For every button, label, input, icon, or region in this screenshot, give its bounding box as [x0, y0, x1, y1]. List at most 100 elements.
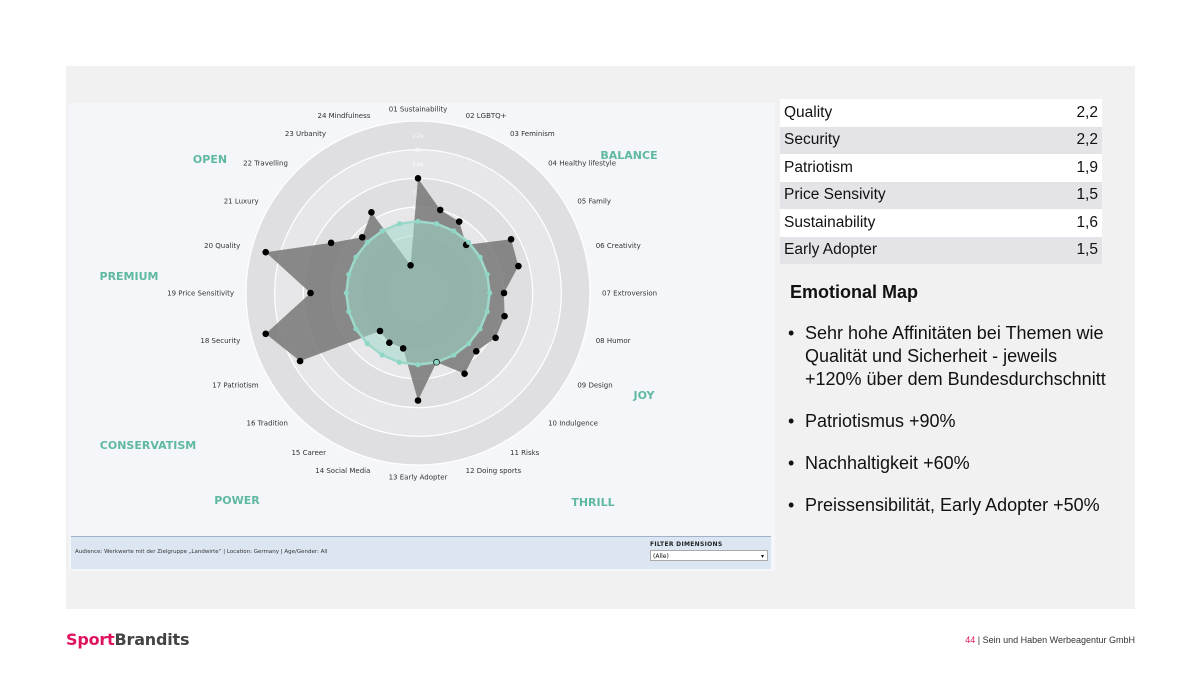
series-point	[358, 233, 366, 241]
baseline-point	[484, 271, 490, 278]
series-point	[455, 218, 463, 225]
series-point	[399, 345, 407, 352]
series-point	[376, 327, 384, 335]
baseline-point	[343, 290, 349, 296]
metrics-table: Quality 2,2 Security 2,2 Patriotism 1,9 …	[780, 99, 1102, 264]
axis-label: 15 Career	[291, 449, 326, 457]
baseline-point	[466, 239, 472, 245]
logo-part-sport: Sport	[66, 630, 115, 649]
row-label: Sustainability	[784, 213, 876, 231]
baseline-point	[487, 290, 493, 296]
axis-label: 14 Social Media	[315, 467, 370, 475]
baseline-point	[396, 221, 403, 227]
row-label: Patriotism	[784, 158, 853, 176]
axis-label: 09 Design	[577, 382, 612, 390]
row-value: 1,5	[1076, 241, 1098, 259]
dropdown-arrow-icon: ▾	[760, 553, 764, 560]
baseline-point	[477, 326, 483, 332]
emotional-map-title: Emotional Map	[790, 282, 919, 302]
axis-label: 19 Price Sensitivity	[167, 290, 234, 298]
axis-label: 02 LGBTQ+	[466, 112, 507, 120]
series-point	[368, 209, 375, 216]
row-label: Early Adopter	[784, 241, 878, 259]
logo-part-brandits: Brandits	[114, 630, 190, 649]
baseline-point	[346, 271, 352, 278]
company-name: | Sein und Haben Werbeagentur GmbH	[975, 635, 1135, 645]
baseline-point	[346, 308, 352, 315]
filter-selected-value: (Alle)	[653, 553, 669, 560]
audience-text: Audience: Werkwerte mit der Zielgruppe „…	[75, 549, 328, 555]
baseline-point	[379, 228, 385, 234]
category-label: JOY	[632, 389, 655, 402]
baseline-point	[396, 359, 403, 365]
baseline-point	[415, 362, 421, 368]
series-point	[262, 330, 270, 338]
series-point	[500, 289, 508, 297]
baseline-point	[484, 308, 490, 315]
row-label: Security	[784, 131, 840, 149]
series-point	[296, 357, 304, 365]
series-point	[501, 312, 508, 320]
row-label: Quality	[784, 103, 833, 121]
table-row: Patriotism 1,9	[780, 154, 1102, 182]
filter-dimensions-select[interactable]: (Alle) ▾	[650, 550, 768, 561]
baseline-point	[353, 254, 359, 260]
axis-label: 08 Humor	[596, 337, 631, 345]
row-label: Price Sensivity	[784, 186, 886, 204]
category-label: THRILL	[571, 496, 614, 509]
series-point	[414, 397, 422, 404]
chart-footer-bar: Audience: Werkwerte mit der Zielgruppe „…	[71, 536, 771, 569]
axis-label: 10 Indulgence	[548, 420, 598, 428]
axis-label: 05 Family	[577, 198, 611, 206]
filter-dimensions-label: FILTER DIMENSIONS	[650, 541, 723, 548]
baseline-point	[433, 221, 440, 227]
table-row: Quality 2,2	[780, 99, 1102, 127]
series-point	[507, 235, 515, 243]
series-point	[307, 289, 314, 297]
bullet-item: Preissensibilität, Early Adopter +50%	[788, 494, 1108, 517]
page-number: 44	[965, 635, 976, 645]
baseline-point	[353, 326, 359, 332]
baseline-point	[466, 341, 472, 347]
series-point	[414, 175, 422, 182]
axis-label: 18 Security	[200, 337, 240, 345]
axis-label: 21 Luxury	[224, 198, 259, 206]
table-row: Sustainability 1,6	[780, 209, 1102, 237]
baseline-point	[477, 254, 483, 260]
baseline-point	[451, 352, 457, 358]
axis-label: 04 Healthy lifestyle	[548, 159, 616, 167]
table-row: Security 2,2	[780, 126, 1102, 154]
bullet-item: Sehr hohe Affinitäten bei Themen wie Qua…	[788, 322, 1108, 391]
axis-label: 12 Doing sports	[466, 467, 522, 475]
bullet-item: Nachhaltigkeit +60%	[788, 452, 1108, 475]
emotional-map-chart: 2,2x2x1,8x1,6x1,4x1,2x1x0,8x0,6x0,4x0,2x…	[69, 103, 775, 571]
series-point	[262, 248, 270, 256]
series-point	[461, 370, 468, 377]
category-label: OPEN	[193, 153, 227, 166]
axis-label: 01 Sustainability	[389, 106, 448, 114]
axis-label: 20 Quality	[204, 242, 240, 250]
category-label: PREMIUM	[100, 270, 159, 283]
axis-label: 22 Travelling	[243, 159, 288, 167]
row-value: 1,6	[1076, 213, 1098, 231]
axis-label: 07 Extroversion	[602, 290, 657, 298]
series-point	[472, 347, 480, 355]
axis-label: 06 Creativity	[596, 242, 641, 250]
row-value: 2,2	[1076, 131, 1098, 149]
axis-label: 03 Feminism	[510, 130, 555, 138]
baseline-point	[379, 352, 385, 358]
radial-tick-label: 1,8x	[413, 162, 424, 168]
series-point	[386, 339, 393, 346]
axis-label: 23 Urbanity	[285, 130, 326, 138]
category-label: BALANCE	[600, 149, 657, 162]
series-point	[436, 206, 444, 214]
radar-chart: 2,2x2x1,8x1,6x1,4x1,2x1x0,8x0,6x0,4x0,2x…	[100, 106, 658, 510]
bullet-item: Patriotismus +90%	[788, 410, 1108, 433]
series-point	[327, 239, 335, 247]
baseline-point	[364, 341, 370, 347]
radial-tick-label: 2,2x	[413, 133, 424, 139]
baseline-point	[364, 239, 370, 245]
page-info: 44 | Sein und Haben Werbeagentur GmbH	[965, 635, 1135, 645]
series-point	[515, 262, 522, 270]
series-point	[492, 334, 499, 342]
